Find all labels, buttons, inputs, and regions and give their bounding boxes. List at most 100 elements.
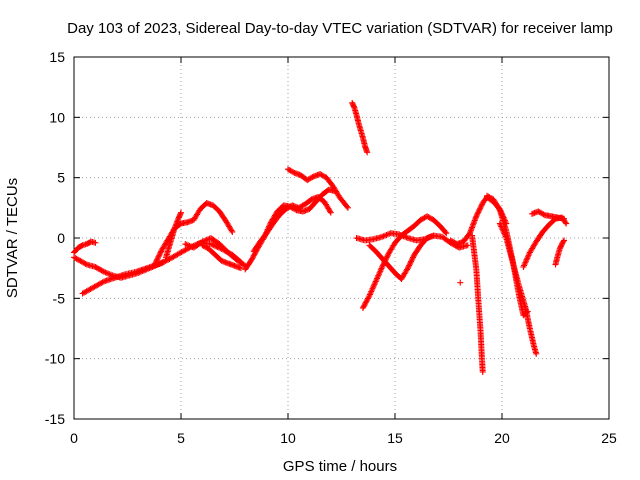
- data-point: [404, 266, 411, 273]
- data-point: [77, 257, 84, 264]
- data-point: [521, 262, 528, 269]
- data-point: [383, 254, 390, 261]
- data-point: [200, 242, 207, 249]
- data-point: [248, 256, 255, 263]
- data-point: [421, 214, 428, 221]
- data-point: [484, 192, 491, 199]
- data-point: [182, 241, 189, 248]
- x-tick-label: 10: [280, 430, 296, 446]
- data-point: [443, 230, 450, 237]
- data-point: [447, 237, 454, 244]
- data-point: [426, 214, 433, 221]
- data-point: [228, 227, 235, 234]
- data-point: [99, 279, 106, 286]
- series-trace-7: [199, 242, 244, 272]
- data-point: [380, 233, 387, 240]
- data-point: [525, 252, 532, 259]
- tick-labels: 0 5 10 15 20 25 -15 -10 -5 0 5 10 15: [45, 49, 617, 446]
- series-trace-5: [163, 209, 184, 261]
- data-point: [479, 368, 486, 375]
- data-point: [73, 255, 80, 262]
- data-point: [76, 257, 83, 264]
- data-point: [561, 237, 568, 244]
- data-point: [295, 204, 302, 211]
- data-point: [290, 169, 297, 176]
- data-point: [524, 253, 531, 260]
- data-point: [158, 248, 165, 255]
- data-point: [178, 209, 184, 216]
- data-point: [457, 279, 464, 286]
- data-point: [161, 258, 168, 265]
- data-point: [450, 238, 457, 245]
- data-point: [498, 223, 505, 230]
- data-point: [384, 253, 391, 260]
- data-point: [152, 260, 159, 267]
- data-point: [318, 171, 325, 178]
- data-point: [502, 233, 509, 240]
- data-point: [379, 263, 386, 270]
- y-tick-label: 0: [57, 230, 65, 246]
- data-point: [430, 232, 437, 239]
- data-point: [477, 203, 484, 210]
- y-tick-label: -10: [45, 351, 65, 367]
- data-point: [474, 210, 481, 217]
- data-point: [500, 227, 507, 234]
- data-point: [368, 288, 375, 295]
- data-point: [409, 255, 416, 262]
- data-point: [319, 172, 326, 179]
- data-point: [374, 275, 381, 282]
- data-point: [418, 216, 425, 223]
- series-trace-21: [528, 208, 568, 222]
- data-point: [210, 242, 217, 249]
- data-point: [364, 149, 371, 156]
- data-point: [522, 258, 529, 265]
- data-point: [372, 278, 379, 285]
- data-point: [361, 302, 368, 309]
- series-trace-10: [285, 166, 351, 211]
- data-point: [379, 262, 386, 269]
- data-point: [185, 242, 192, 249]
- data-point: [359, 304, 366, 311]
- data-point: [540, 211, 547, 218]
- data-point: [320, 173, 327, 180]
- data-point: [501, 232, 508, 239]
- data-point: [284, 205, 291, 212]
- data-point: [501, 230, 508, 237]
- data-point: [78, 258, 85, 265]
- data-point: [186, 242, 193, 249]
- data-point: [406, 262, 413, 269]
- data-point: [425, 214, 432, 221]
- series-trace-22: [552, 237, 568, 268]
- data-point: [526, 250, 533, 257]
- series-trace-11: [349, 99, 371, 156]
- data-point: [203, 236, 210, 243]
- y-tick-label: 10: [49, 109, 65, 125]
- data-point: [424, 213, 431, 220]
- data-point: [365, 294, 372, 301]
- data-point: [496, 220, 503, 227]
- chart-title: Day 103 of 2023, Sidereal Day-to-day VTE…: [67, 20, 613, 37]
- data-point: [486, 194, 493, 201]
- data-point: [343, 203, 350, 210]
- series-trace-2: [71, 238, 99, 256]
- data-point: [370, 282, 377, 289]
- data-point: [105, 270, 112, 277]
- series-trace-13: [359, 213, 450, 311]
- data-point: [384, 252, 391, 259]
- data-point: [408, 257, 415, 264]
- data-point: [448, 238, 455, 245]
- y-axis-label: SDTVAR / TECUs: [4, 178, 21, 298]
- data-point: [561, 215, 568, 222]
- data-point: [500, 229, 507, 236]
- data-point: [404, 265, 411, 272]
- data-point: [371, 281, 378, 288]
- data-point: [475, 209, 482, 216]
- data-point: [477, 205, 484, 212]
- data-point: [308, 174, 315, 181]
- data-point: [535, 208, 542, 215]
- data-point: [298, 203, 305, 210]
- x-tick-label: 5: [177, 430, 185, 446]
- data-point: [199, 242, 206, 249]
- data-point: [362, 299, 369, 306]
